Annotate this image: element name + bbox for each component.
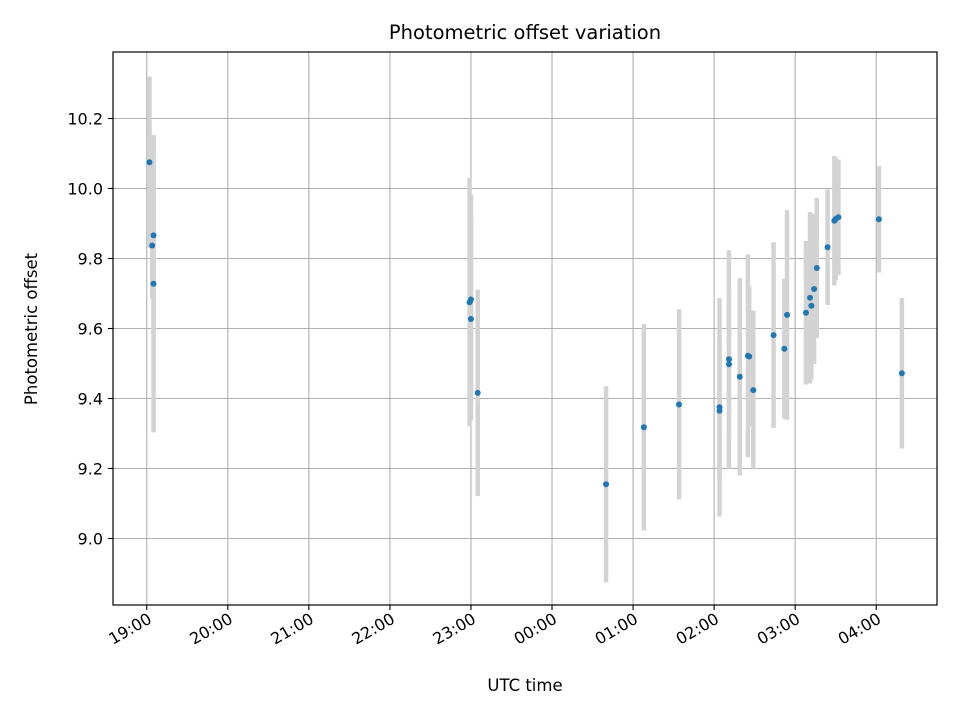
y-tick-label: 10.0	[67, 180, 103, 199]
x-axis-label: UTC time	[487, 676, 562, 695]
data-point	[474, 389, 481, 396]
data-point	[750, 387, 757, 394]
data-point	[784, 311, 791, 318]
data-point	[725, 356, 732, 363]
x-tick-label: 21:00	[267, 609, 316, 649]
data-points	[146, 159, 905, 488]
x-tick-label: 22:00	[348, 609, 397, 649]
data-point	[603, 481, 610, 488]
x-tick-label: 04:00	[835, 609, 884, 649]
data-point	[875, 216, 882, 223]
data-point	[802, 309, 809, 316]
data-point	[808, 302, 815, 309]
x-axis-ticks: 19:00 20:00 21:00 22:00 23:00 00:00 01:00 02:00…	[105, 605, 884, 649]
data-point	[467, 296, 474, 303]
data-point	[640, 424, 647, 431]
data-point	[835, 214, 842, 221]
grid	[113, 52, 937, 605]
error-bars	[147, 76, 905, 583]
data-point	[467, 316, 474, 323]
data-point	[898, 370, 905, 377]
data-point	[811, 285, 818, 292]
data-point	[813, 264, 820, 271]
data-point	[781, 345, 788, 352]
data-point	[675, 401, 682, 408]
y-axis-ticks: 9.0 9.2 9.4 9.6 9.8 10.0 10.2	[67, 110, 113, 549]
data-point	[746, 353, 753, 360]
x-tick-label: 01:00	[592, 609, 641, 649]
y-tick-label: 10.2	[67, 110, 103, 129]
data-point	[770, 332, 777, 339]
y-tick-label: 9.4	[78, 390, 103, 409]
data-point	[146, 159, 153, 166]
data-point	[150, 280, 157, 287]
x-tick-label: 20:00	[186, 609, 235, 649]
x-tick-label: 03:00	[754, 609, 803, 649]
x-tick-label: 23:00	[430, 609, 479, 649]
y-tick-label: 9.0	[78, 530, 103, 549]
x-tick-label: 00:00	[511, 609, 560, 649]
data-point	[824, 244, 831, 251]
data-point	[716, 407, 723, 414]
data-point	[149, 242, 156, 249]
data-point	[807, 294, 814, 301]
y-axis-label: Photometric offset	[22, 252, 41, 405]
x-tick-label: 02:00	[673, 609, 722, 649]
chart-title: Photometric offset variation	[389, 21, 661, 44]
y-tick-label: 9.2	[78, 460, 103, 479]
data-point	[725, 361, 732, 368]
data-point	[736, 373, 743, 380]
y-tick-label: 9.8	[78, 250, 103, 269]
data-point	[150, 232, 157, 239]
x-tick-label: 19:00	[105, 609, 154, 649]
y-tick-label: 9.6	[78, 320, 103, 339]
